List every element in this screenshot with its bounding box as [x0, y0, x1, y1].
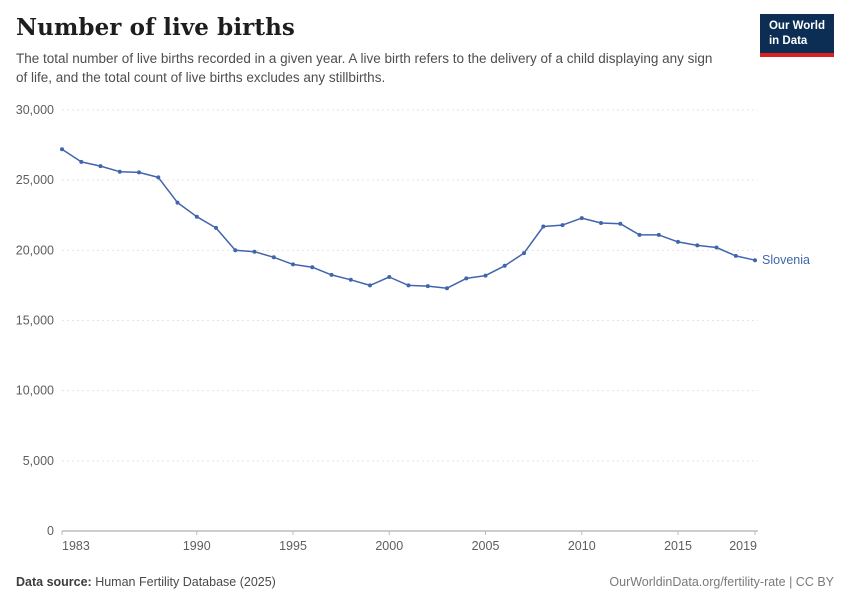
- data-point[interactable]: [348, 277, 353, 282]
- x-tick-label: 2010: [568, 539, 596, 553]
- chart-header: Number of live births The total number o…: [0, 0, 850, 88]
- y-tick-label: 15,000: [16, 313, 54, 327]
- data-point[interactable]: [522, 250, 526, 255]
- data-point[interactable]: [271, 255, 276, 260]
- data-point[interactable]: [252, 249, 257, 254]
- data-source: Data source: Human Fertility Database (2…: [16, 575, 276, 589]
- x-tick-label: 2000: [375, 539, 403, 553]
- x-tick-label: 1990: [183, 539, 211, 553]
- y-tick-label: 30,000: [16, 103, 54, 117]
- owid-logo[interactable]: Our World in Data: [759, 14, 834, 57]
- data-point[interactable]: [175, 200, 180, 205]
- data-point[interactable]: [79, 159, 84, 164]
- data-point[interactable]: [98, 163, 103, 168]
- series-label-slovenia[interactable]: Slovenia: [762, 253, 810, 267]
- data-point[interactable]: [60, 147, 64, 152]
- data-point[interactable]: [310, 264, 315, 269]
- chart-footer: Data source: Human Fertility Database (2…: [16, 575, 834, 589]
- x-tick-label: 2005: [472, 539, 500, 553]
- data-point[interactable]: [368, 283, 372, 288]
- data-point[interactable]: [387, 274, 392, 279]
- data-point[interactable]: [117, 169, 122, 174]
- x-tick-label: 2019: [729, 539, 757, 553]
- data-source-label: Data source:: [16, 575, 92, 589]
- logo-line2: in Data: [768, 34, 808, 47]
- data-point[interactable]: [599, 220, 603, 225]
- data-point[interactable]: [425, 283, 430, 288]
- data-point[interactable]: [406, 283, 411, 288]
- data-point[interactable]: [502, 263, 507, 268]
- data-point[interactable]: [137, 170, 141, 175]
- data-point[interactable]: [541, 224, 546, 229]
- y-tick-label: 25,000: [16, 173, 54, 187]
- x-tick-label: 1983: [62, 539, 90, 553]
- data-point[interactable]: [464, 276, 469, 281]
- attribution-link[interactable]: OurWorldinData.org/fertility-rate | CC B…: [609, 575, 834, 589]
- y-tick-label: 20,000: [16, 243, 54, 257]
- y-tick-label: 10,000: [16, 383, 54, 397]
- data-point[interactable]: [695, 243, 700, 248]
- chart-subtitle: The total number of live births recorded…: [16, 50, 713, 86]
- line-chart: 0 5,000 10,000 15,000 20,000 25,000 30,000 1983…: [0, 100, 850, 563]
- data-point[interactable]: [733, 253, 738, 258]
- data-point[interactable]: [483, 273, 488, 278]
- x-tick-label: 2015: [664, 539, 692, 553]
- chart-canvas[interactable]: 0 5,000 10,000 15,000 20,000 25,000 30,000 1983…: [0, 100, 850, 558]
- data-point[interactable]: [291, 262, 295, 267]
- chart-title: Number of live births: [16, 14, 295, 41]
- y-tick-label: 5,000: [23, 454, 54, 468]
- data-point[interactable]: [676, 239, 680, 244]
- data-point[interactable]: [637, 232, 642, 237]
- data-point[interactable]: [579, 215, 584, 220]
- x-tick-label: 1995: [279, 539, 307, 553]
- data-point[interactable]: [656, 232, 661, 237]
- series-line-slovenia: [61, 148, 756, 289]
- data-point[interactable]: [233, 248, 238, 253]
- data-point[interactable]: [214, 225, 218, 230]
- data-point[interactable]: [618, 221, 623, 226]
- data-point[interactable]: [329, 272, 334, 277]
- data-point[interactable]: [156, 175, 161, 180]
- data-source-value: Human Fertility Database (2025): [91, 575, 276, 589]
- data-point[interactable]: [714, 245, 719, 250]
- data-point[interactable]: [445, 285, 449, 290]
- y-tick-label: 0: [47, 524, 54, 538]
- data-point[interactable]: [194, 214, 199, 219]
- data-point[interactable]: [753, 257, 757, 262]
- data-point[interactable]: [560, 222, 565, 227]
- logo-line1: Our World: [768, 20, 825, 32]
